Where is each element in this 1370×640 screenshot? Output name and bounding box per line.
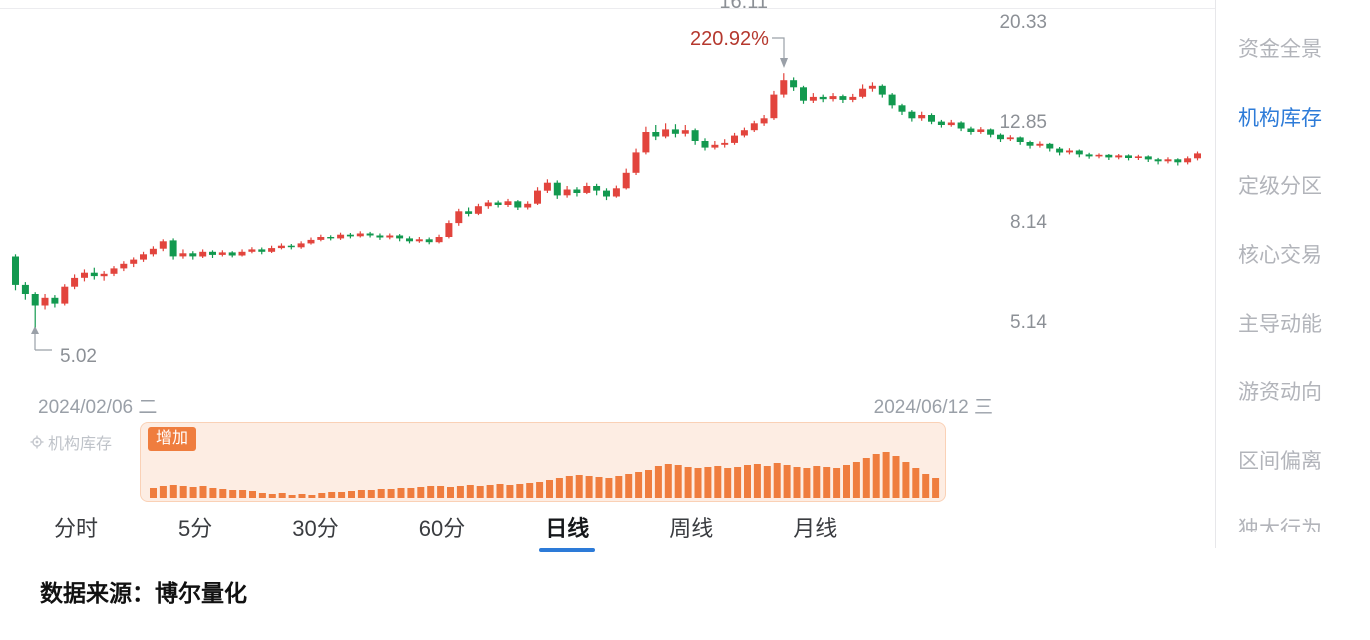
- y-axis-tick: 20.33: [999, 12, 1047, 33]
- tab-daily[interactable]: 日线: [539, 511, 596, 552]
- indicator-name-label[interactable]: 机构库存: [30, 430, 112, 454]
- x-axis-start-date: 2024/02/06 二: [38, 397, 158, 418]
- low-price-label: 5.02: [60, 346, 97, 367]
- tab-label: 分时: [54, 516, 99, 541]
- tab-label: 5分: [178, 516, 213, 541]
- sidebar-item-dominant-momentum[interactable]: 主导动能: [1238, 312, 1322, 336]
- sidebar-item-range-deviation[interactable]: 区间偏离: [1238, 449, 1322, 473]
- peak-annotation-arrow: [772, 37, 788, 68]
- tab-minute[interactable]: 分时: [54, 511, 98, 543]
- tab-label: 月线: [793, 516, 838, 541]
- data-source-text: 数据来源：博尔量化: [40, 580, 247, 606]
- sidebar-item-clipped[interactable]: 独大行为: [1238, 518, 1322, 532]
- tab-5min[interactable]: 5分: [178, 511, 212, 543]
- x-axis-end-date: 2024/06/12 三: [873, 397, 993, 418]
- peak-gain-label: 220.92%: [690, 28, 769, 50]
- tab-label: 30分: [292, 516, 339, 541]
- y-axis-tick: 5.14: [1010, 312, 1047, 333]
- tab-monthly[interactable]: 月线: [793, 511, 837, 543]
- sidebar-item-grading-zone[interactable]: 定级分区: [1238, 175, 1322, 199]
- peak-price-label: 16.11: [719, 0, 768, 13]
- sidebar-item-institution-inventory[interactable]: 机构库存: [1238, 106, 1322, 130]
- tab-30min[interactable]: 30分: [292, 511, 338, 543]
- gear-icon[interactable]: [30, 435, 44, 449]
- top-divider: [0, 8, 1215, 9]
- indicator-sidebar: 资金全景 机构库存 定级分区 核心交易 主导动能 游资动向 区间偏离 独大行为: [1216, 14, 1369, 532]
- tab-label: 周线: [669, 516, 714, 541]
- timeframe-tabs: 分时 5分 30分 60分 日线 周线 月线: [0, 506, 1215, 552]
- candlestick-chart[interactable]: [0, 0, 1215, 420]
- low-annotation-arrow: [31, 326, 52, 351]
- increase-badge: 增加: [148, 427, 197, 451]
- indicator-name-text: 机构库存: [48, 436, 113, 453]
- sidebar-divider: [1215, 0, 1216, 548]
- sidebar-item-core-trading[interactable]: 核心交易: [1238, 244, 1322, 268]
- tab-label: 日线: [545, 516, 590, 541]
- sidebar-item-fund-panorama[interactable]: 资金全景: [1238, 38, 1322, 62]
- sub-indicator-panel: 增加 机构库存: [0, 420, 1215, 506]
- y-axis-tick: 8.14: [1010, 212, 1047, 233]
- main-chart-panel: 20.33 12.85 8.14 5.14 2024/02/06 二 2024/…: [0, 0, 1215, 420]
- tab-weekly[interactable]: 周线: [669, 511, 713, 543]
- tab-60min[interactable]: 60分: [419, 511, 465, 543]
- tab-label: 60分: [418, 516, 466, 541]
- sidebar-item-hot-money[interactable]: 游资动向: [1238, 381, 1322, 405]
- indicator-bar-chart[interactable]: [0, 420, 1215, 506]
- active-tab-underline: [539, 548, 596, 552]
- y-axis-tick: 12.85: [999, 112, 1047, 133]
